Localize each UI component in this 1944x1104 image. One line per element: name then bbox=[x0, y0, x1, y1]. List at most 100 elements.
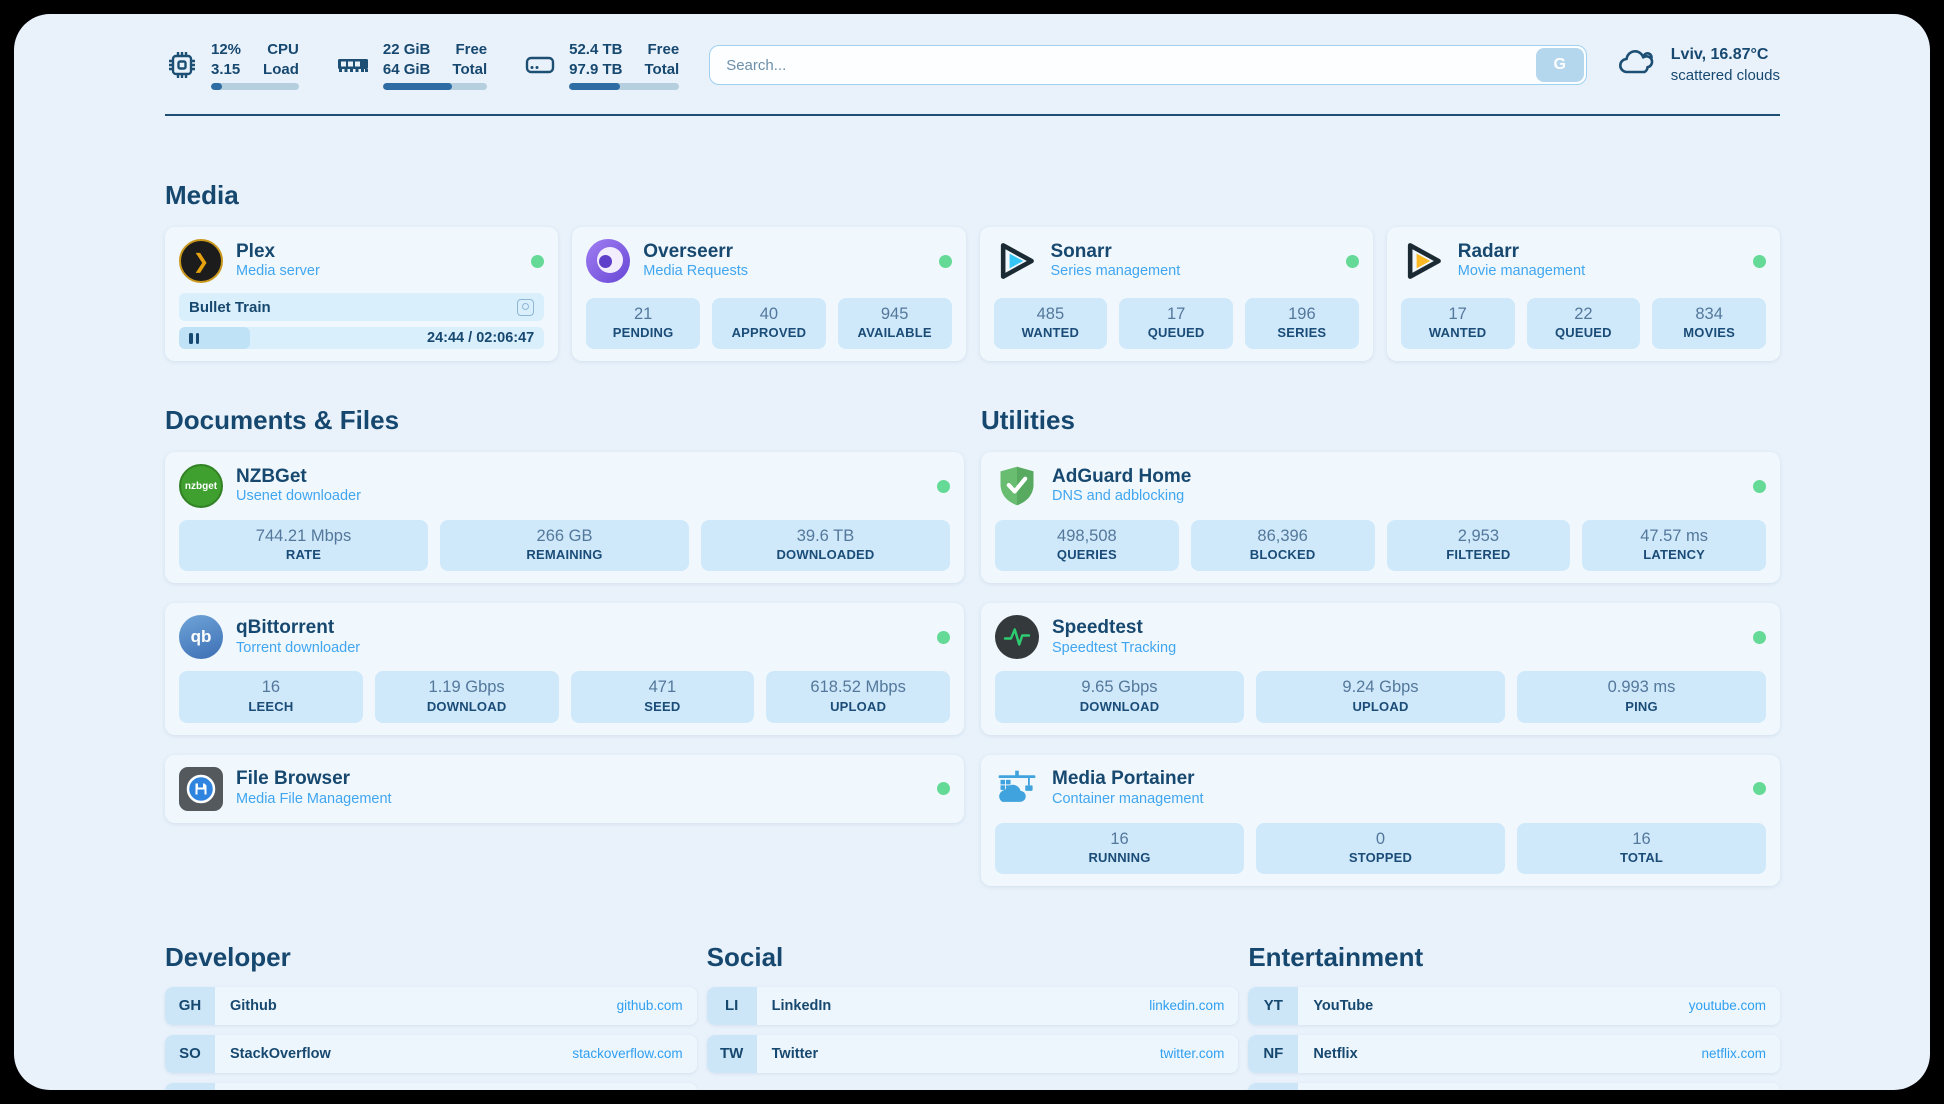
app-name: NZBGet bbox=[236, 465, 307, 487]
video-session-icon[interactable] bbox=[517, 298, 535, 316]
cloud-icon bbox=[1617, 45, 1659, 86]
link-dev[interactable]: DT DEV dev.to bbox=[165, 1082, 697, 1090]
stat-box: 22 QUEUED bbox=[1526, 297, 1641, 349]
stat-box: 744.21 Mbps RATE bbox=[179, 520, 428, 572]
stat-value: 744.21 Mbps bbox=[255, 527, 352, 545]
app-name: Radarr bbox=[1457, 240, 1519, 262]
app-card-overseerr[interactable]: Overseerr Media Requests 21 PENDING 40 A… bbox=[572, 227, 966, 361]
disk-total-value: 97.9 TB bbox=[569, 60, 623, 78]
twitter-badge-icon: TW bbox=[706, 1034, 757, 1073]
linkedin-badge-icon: LI bbox=[706, 986, 757, 1025]
cpu-chip-icon bbox=[165, 48, 199, 82]
stat-label: QUERIES bbox=[1056, 547, 1117, 563]
link-twitter[interactable]: TW Twitter twitter.com bbox=[706, 1034, 1239, 1073]
app-card-portainer[interactable]: Media Portainer Container management 16 … bbox=[981, 754, 1780, 886]
weather-location: Lviv, 16.87°C bbox=[1670, 46, 1769, 64]
stat-box: 485 WANTED bbox=[993, 297, 1108, 349]
stat-label: SEED bbox=[644, 698, 681, 714]
link-linkedin[interactable]: LI LinkedIn linkedin.com bbox=[706, 986, 1239, 1025]
app-card-speedtest[interactable]: Speedtest Speedtest Tracking 9.65 Gbps D… bbox=[981, 603, 1780, 735]
stat-value: 9.65 Gbps bbox=[1081, 678, 1158, 697]
stat-value: 40 bbox=[759, 304, 779, 323]
stat-box: 16 TOTAL bbox=[1517, 822, 1766, 874]
app-description: Torrent downloader bbox=[236, 639, 361, 656]
disk-stat: 52.4 TB 97.9 TB Free Total bbox=[523, 40, 680, 90]
stat-box: 618.52 Mbps UPLOAD bbox=[766, 671, 950, 723]
app-card-filebrowser[interactable]: File Browser Media File Management bbox=[165, 754, 964, 823]
app-description: Media Requests bbox=[643, 263, 749, 280]
app-card-plex[interactable]: ❯ Plex Media server Bullet Train bbox=[165, 227, 559, 361]
cpu-usage-bar bbox=[211, 83, 299, 90]
stat-value: 39.6 TB bbox=[796, 527, 855, 545]
playback-progress-bar: 24:44 / 02:06:47 bbox=[179, 327, 545, 349]
link-youtube[interactable]: YT YouTube youtube.com bbox=[1248, 986, 1780, 1025]
now-playing-title: Bullet Train bbox=[189, 298, 271, 316]
link-stackoverflow[interactable]: SO StackOverflow stackoverflow.com bbox=[165, 1034, 697, 1073]
memory-total-value: 64 GiB bbox=[382, 60, 431, 78]
weather-widget: Lviv, 16.87°C scattered clouds bbox=[1617, 44, 1780, 86]
app-name: Plex bbox=[236, 240, 276, 262]
stat-value: 266 GB bbox=[536, 527, 593, 545]
app-description: Speedtest Tracking bbox=[1052, 639, 1177, 656]
stat-label: MOVIES bbox=[1683, 325, 1735, 341]
nzbget-icon: nzbget bbox=[179, 464, 223, 508]
stat-label: PING bbox=[1625, 698, 1658, 714]
hard-drive-icon bbox=[523, 48, 557, 82]
header-divider bbox=[165, 114, 1780, 116]
app-card-nzbget[interactable]: nzbget NZBGet Usenet downloader 744.21 M… bbox=[165, 452, 964, 584]
memory-free-value: 22 GiB bbox=[382, 41, 431, 58]
radarr-icon bbox=[1401, 239, 1445, 283]
stat-box: 47.57 ms LATENCY bbox=[1582, 520, 1766, 572]
overseerr-icon bbox=[586, 239, 631, 283]
app-name: File Browser bbox=[236, 768, 351, 790]
stat-label: LEECH bbox=[248, 698, 294, 714]
status-dot bbox=[1345, 254, 1359, 268]
section-title-media: Media bbox=[165, 180, 239, 210]
app-card-adguard[interactable]: AdGuard Home DNS and adblocking 498,508 … bbox=[981, 452, 1780, 584]
memory-free-label: Free bbox=[455, 41, 488, 58]
stat-box: 9.24 Gbps UPLOAD bbox=[1256, 671, 1505, 723]
section-title-social: Social bbox=[706, 941, 784, 972]
stat-box: 2,953 FILTERED bbox=[1386, 520, 1571, 572]
link-github[interactable]: GH Github github.com bbox=[165, 986, 697, 1025]
netflix-badge-icon: NF bbox=[1248, 1034, 1299, 1073]
speedtest-icon bbox=[995, 615, 1039, 660]
section-title-developer: Developer bbox=[165, 941, 291, 972]
app-name: Media Portainer bbox=[1052, 768, 1195, 790]
link-reddit[interactable]: RE Reddit reddit.com bbox=[1248, 1082, 1780, 1090]
app-card-sonarr[interactable]: Sonarr Series management 485 WANTED 17 Q… bbox=[979, 227, 1373, 361]
app-card-radarr[interactable]: Radarr Movie management 17 WANTED 22 QUE… bbox=[1386, 227, 1780, 361]
app-name: Sonarr bbox=[1050, 240, 1112, 262]
pause-icon bbox=[189, 332, 199, 344]
app-description: DNS and adblocking bbox=[1052, 488, 1185, 505]
stat-label: FILTERED bbox=[1446, 547, 1511, 563]
section-title-documents: Documents & Files bbox=[165, 405, 400, 435]
stat-value: 0.993 ms bbox=[1607, 678, 1676, 697]
stat-label: WANTED bbox=[1428, 325, 1487, 341]
stat-label: STOPPED bbox=[1348, 850, 1413, 866]
stat-label: PENDING bbox=[612, 325, 674, 341]
search-input[interactable] bbox=[709, 45, 1587, 85]
stat-value: 945 bbox=[880, 304, 909, 323]
system-stats: 12% 3.15 CPU Load bbox=[165, 40, 680, 90]
disk-free-label: Free bbox=[647, 41, 680, 58]
app-name: AdGuard Home bbox=[1052, 465, 1192, 487]
link-netflix[interactable]: NF Netflix netflix.com bbox=[1248, 1034, 1780, 1073]
sonarr-icon bbox=[994, 239, 1038, 283]
stat-value: 1.19 Gbps bbox=[428, 678, 505, 697]
memory-usage-bar bbox=[382, 83, 488, 90]
ram-icon bbox=[335, 48, 371, 82]
status-dot bbox=[937, 630, 950, 644]
cpu-stat: 12% 3.15 CPU Load bbox=[165, 40, 299, 90]
app-description: Series management bbox=[1050, 263, 1181, 280]
stat-value: 834 bbox=[1695, 304, 1723, 323]
status-dot bbox=[1753, 479, 1766, 493]
stat-value: 86,396 bbox=[1257, 527, 1308, 545]
memory-total-label: Total bbox=[452, 60, 488, 78]
stat-label: DOWNLOADED bbox=[776, 547, 875, 563]
stat-value: 21 bbox=[633, 304, 653, 323]
search-engine-button[interactable]: G bbox=[1535, 48, 1584, 82]
app-card-qbittorrent[interactable]: qb qBittorrent Torrent downloader 16 LEE… bbox=[165, 603, 964, 735]
stat-box: 86,396 BLOCKED bbox=[1190, 520, 1375, 572]
app-description: Movie management bbox=[1457, 263, 1586, 280]
